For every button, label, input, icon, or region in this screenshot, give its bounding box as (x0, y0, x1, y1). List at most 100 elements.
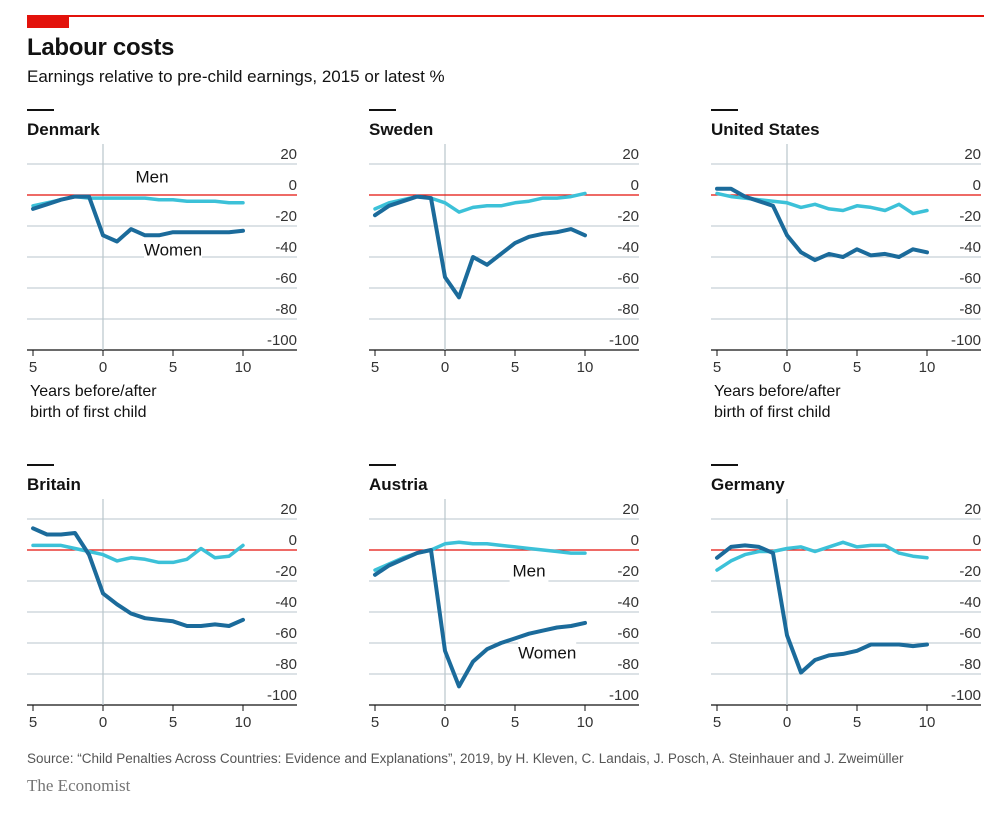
axis-note: Years before/after (714, 383, 841, 400)
y-tick-label: -80 (959, 301, 981, 318)
y-tick-label: 0 (973, 177, 981, 194)
series-line-women (715, 186, 929, 263)
y-tick-label: -20 (959, 208, 981, 225)
chart-subtitle: Earnings relative to pre-child earnings,… (27, 67, 445, 86)
panel-title: United States (711, 120, 820, 139)
y-tick-label: -100 (609, 332, 639, 349)
series-annotation: Women (518, 644, 576, 663)
brand-logo: The Economist (27, 776, 131, 795)
x-tick-label: 5 (511, 359, 519, 376)
y-tick-label: -100 (951, 332, 981, 349)
y-tick-label: -100 (609, 687, 639, 704)
panel-title: Denmark (27, 120, 100, 139)
y-tick-label: 0 (973, 532, 981, 549)
x-tick-label: 0 (783, 359, 791, 376)
y-tick-label: -20 (959, 563, 981, 580)
y-tick-label: -60 (275, 625, 297, 642)
x-tick-label: 10 (577, 714, 594, 731)
annotation-backing (518, 642, 577, 665)
panel-rule (27, 109, 54, 111)
y-tick-label: -80 (617, 656, 639, 673)
y-tick-label: -20 (617, 208, 639, 225)
annotation-backing (509, 560, 549, 583)
y-tick-label: -40 (275, 239, 297, 256)
panel-title: Austria (369, 475, 428, 494)
y-tick-label: -80 (617, 301, 639, 318)
y-tick-label: -80 (275, 656, 297, 673)
x-tick-label: 5 (371, 359, 379, 376)
y-tick-label: 0 (289, 177, 297, 194)
y-tick-label: -60 (959, 270, 981, 287)
panel-rule (369, 464, 396, 466)
x-tick-label: 10 (919, 714, 936, 731)
y-tick-label: -100 (951, 687, 981, 704)
axis-note: birth of first child (30, 404, 146, 421)
x-tick-label: 10 (235, 714, 252, 731)
y-tick-label: -60 (617, 270, 639, 287)
y-tick-label: 20 (280, 501, 297, 518)
panel-title: Germany (711, 475, 785, 494)
x-tick-label: 5 (169, 714, 177, 731)
x-tick-label: 0 (99, 714, 107, 731)
axis-note: Years before/after (30, 383, 157, 400)
panel-rule (711, 109, 738, 111)
panel-united-states: United States 20 0 -20 -40 -60 -80 -100 5 0 5 10 Yea… (711, 109, 981, 421)
series-line-men (31, 543, 245, 565)
source-note: Source: “Child Penalties Across Countrie… (27, 751, 904, 766)
y-tick-label: -40 (959, 594, 981, 611)
y-tick-label: 20 (964, 146, 981, 163)
series-annotation: Women (144, 240, 202, 259)
y-tick-label: 0 (631, 177, 639, 194)
y-tick-label: 20 (622, 501, 639, 518)
y-tick-label: 20 (280, 146, 297, 163)
x-tick-label: 0 (783, 714, 791, 731)
x-tick-label: 5 (169, 359, 177, 376)
y-tick-label: -40 (617, 594, 639, 611)
y-tick-label: -60 (617, 625, 639, 642)
y-tick-label: 0 (289, 532, 297, 549)
panel-rule (711, 464, 738, 466)
x-tick-label: 10 (577, 359, 594, 376)
x-tick-label: 5 (853, 714, 861, 731)
panel-sweden: Sweden 20 0 -20 -40 -60 -80 -100 5 0 5 10 (369, 109, 639, 376)
series-line-women (373, 194, 587, 300)
x-tick-label: 5 (29, 359, 37, 376)
y-tick-label: -100 (267, 687, 297, 704)
axis-note: birth of first child (714, 404, 830, 421)
x-tick-label: 5 (29, 714, 37, 731)
y-tick-label: -20 (275, 563, 297, 580)
series-line-women (31, 194, 245, 244)
x-tick-label: 10 (919, 359, 936, 376)
x-tick-label: 5 (511, 714, 519, 731)
x-tick-label: 5 (713, 359, 721, 376)
panel-title: Sweden (369, 120, 433, 139)
top-accent-block (27, 15, 69, 28)
y-tick-label: -60 (959, 625, 981, 642)
series-line-women (715, 543, 929, 675)
series-annotation: Men (512, 561, 545, 580)
panel-title: Britain (27, 475, 81, 494)
panel-britain: Britain 20 0 -20 -40 -60 -80 -100 5 0 5 10 (27, 464, 297, 731)
y-tick-label: -20 (275, 208, 297, 225)
panel-rule (369, 109, 396, 111)
series-line-men (373, 191, 587, 214)
series-line-men (715, 540, 929, 572)
x-tick-label: 5 (853, 359, 861, 376)
y-tick-label: 20 (964, 501, 981, 518)
annotation-backing (144, 239, 202, 262)
y-tick-label: -40 (617, 239, 639, 256)
y-tick-label: -60 (275, 270, 297, 287)
x-tick-label: 10 (235, 359, 252, 376)
chart-title: Labour costs (27, 34, 175, 61)
series-line-women (373, 548, 587, 689)
y-tick-label: -80 (275, 301, 297, 318)
y-tick-label: -20 (617, 563, 639, 580)
top-accent-rule (27, 15, 984, 17)
panel-denmark: Denmark 20 0 -20 -40 -60 -80 -100 5 0 5 10 Men Women Y… (27, 109, 297, 421)
x-tick-label: 5 (371, 714, 379, 731)
annotation-backing (132, 166, 172, 189)
x-tick-label: 0 (441, 359, 449, 376)
panel-germany: Germany 20 0 -20 -40 -60 -80 -100 5 0 5 10 (711, 464, 981, 731)
x-tick-label: 0 (99, 359, 107, 376)
